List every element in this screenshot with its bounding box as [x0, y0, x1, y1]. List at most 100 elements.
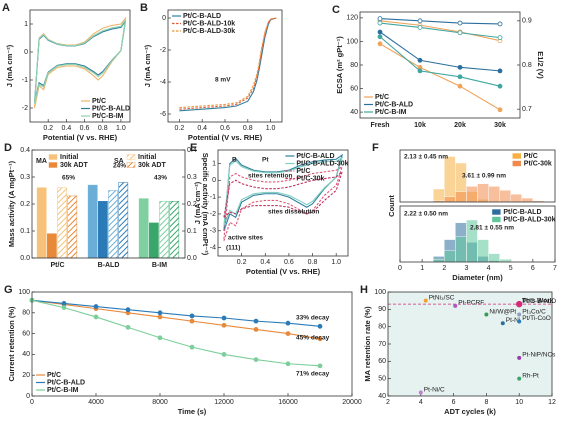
x-tick-label: 0.2: [43, 125, 53, 132]
bar: [57, 187, 67, 259]
annotation: This Work: [522, 298, 554, 305]
data-point: [500, 321, 505, 326]
legend-label: 30k ADT: [60, 162, 88, 169]
legend-label: 30k ADT: [138, 162, 166, 169]
x-axis-label: Potential (V vs. RHE): [188, 133, 263, 142]
histogram-bar: [433, 188, 445, 203]
histogram-bar: [444, 196, 456, 203]
x-axis-label: Time (s): [178, 407, 207, 416]
x-tick-label: 0.8: [98, 125, 108, 132]
x-tick-label: 4: [487, 265, 491, 272]
annotation: sites retention: [248, 173, 292, 180]
y-tick-label: 0.3: [20, 174, 30, 181]
data-point: [377, 41, 383, 47]
legend-label: Initial: [60, 154, 78, 161]
x-tick-label: 0.6: [80, 125, 90, 132]
data-point: [457, 20, 463, 26]
y-axis-label: J (mA cm⁻²): [143, 44, 152, 87]
data-point: [253, 357, 259, 363]
legend-label: Pt/C-B-ALD-10k: [183, 20, 235, 27]
legend-label: Pt/C-B-ALD: [503, 209, 541, 216]
y2-tick-label: 0.3: [187, 174, 197, 181]
y-axis-label: MA retention rate (%): [363, 306, 372, 382]
legend-label: Pt/C-B-ALD-30k: [503, 216, 555, 223]
y-axis-label: ECSA (m² gPt⁻¹): [335, 36, 344, 94]
x-tick-label: 0.2: [175, 125, 185, 132]
point-label: Rh-Pt: [522, 372, 539, 379]
series-line: [31, 299, 321, 327]
y2-tick-label: 0.9: [522, 18, 532, 25]
bar: [169, 201, 180, 259]
point-label: Pt-PCRF: [458, 300, 484, 307]
x-tick-label: 10: [515, 399, 523, 406]
data-point: [221, 351, 227, 357]
bar: [149, 222, 159, 259]
data-point: [457, 74, 463, 80]
x-tick-label: 2: [386, 399, 390, 406]
y2-tick-label: 0.8: [522, 62, 532, 69]
x-tick-label: 0: [30, 399, 34, 406]
x-tick-label: 0.2: [237, 259, 247, 266]
series-line: [33, 19, 126, 104]
data-point: [417, 18, 423, 24]
series-line: [379, 31, 501, 72]
legend-swatch: [126, 154, 136, 160]
data-point: [423, 298, 428, 303]
x-tick-label: 0.4: [197, 125, 207, 132]
annotation: B: [232, 157, 237, 164]
y-tick-label: 0.1: [20, 228, 30, 235]
legend-label: Pt/C-30k: [296, 175, 324, 182]
x-tick-label: 5: [509, 265, 513, 272]
series-line: [379, 20, 501, 42]
y-tick-label: -2: [160, 47, 166, 54]
histogram-bar: [455, 236, 467, 263]
annotation: 2.81 ± 0.55 nm: [470, 225, 514, 232]
y-tick-label: 40: [378, 393, 386, 400]
x-tick-label: Fresh: [370, 122, 389, 129]
bar: [36, 187, 47, 259]
legend-label: Pt/C-B-ALD: [92, 105, 130, 112]
data-point: [517, 312, 522, 317]
x-tick-label: 0.4: [61, 125, 71, 132]
x-tick-label: 0.8: [308, 259, 318, 266]
legend-label: Pt/C-B-ALD: [47, 379, 85, 386]
data-point: [497, 35, 503, 41]
series-line: [179, 17, 277, 112]
x-tick-label: 10k: [414, 122, 426, 129]
y-tick-label: 120: [346, 15, 358, 22]
legend-swatch: [492, 216, 501, 223]
annotation: 3.61 ± 0.99 nm: [462, 173, 506, 180]
y-tick-label: 0.2: [20, 201, 30, 208]
plot-bg: [388, 292, 552, 396]
data-point: [93, 314, 99, 320]
annotation: 24%: [113, 163, 126, 170]
histogram-bar: [510, 193, 522, 203]
y-tick-label: 0.4: [20, 147, 30, 154]
data-point: [125, 307, 131, 313]
y2-tick-label: 0.4: [187, 147, 197, 154]
y-tick-label: -1: [210, 194, 216, 201]
series-line: [223, 165, 344, 242]
y-tick-label: 90: [378, 306, 386, 313]
annotation: (111): [226, 245, 240, 252]
annotation: 71% decay: [296, 371, 330, 378]
bar: [87, 184, 98, 259]
y-tick-label: -1: [22, 77, 28, 84]
data-point: [417, 57, 423, 63]
x-axis-label: ADT cycles (k): [444, 407, 496, 416]
legend-label: Pt/C: [524, 153, 538, 160]
annotation: 43%: [154, 175, 167, 182]
x-tick-label: Pt/C: [51, 262, 65, 269]
point-label: Pt/C-B-ALD: [522, 298, 556, 305]
data-point: [317, 363, 323, 369]
y-axis-label: J (mA cm⁻²): [5, 44, 14, 87]
data-point: [189, 313, 195, 319]
y-tick-label: 0: [162, 15, 166, 22]
data-point: [516, 300, 523, 308]
panel-label: A: [2, 2, 10, 14]
legend-swatch: [48, 162, 58, 168]
series-line: [379, 36, 501, 87]
data-point: [125, 324, 131, 330]
series-line: [223, 170, 344, 218]
